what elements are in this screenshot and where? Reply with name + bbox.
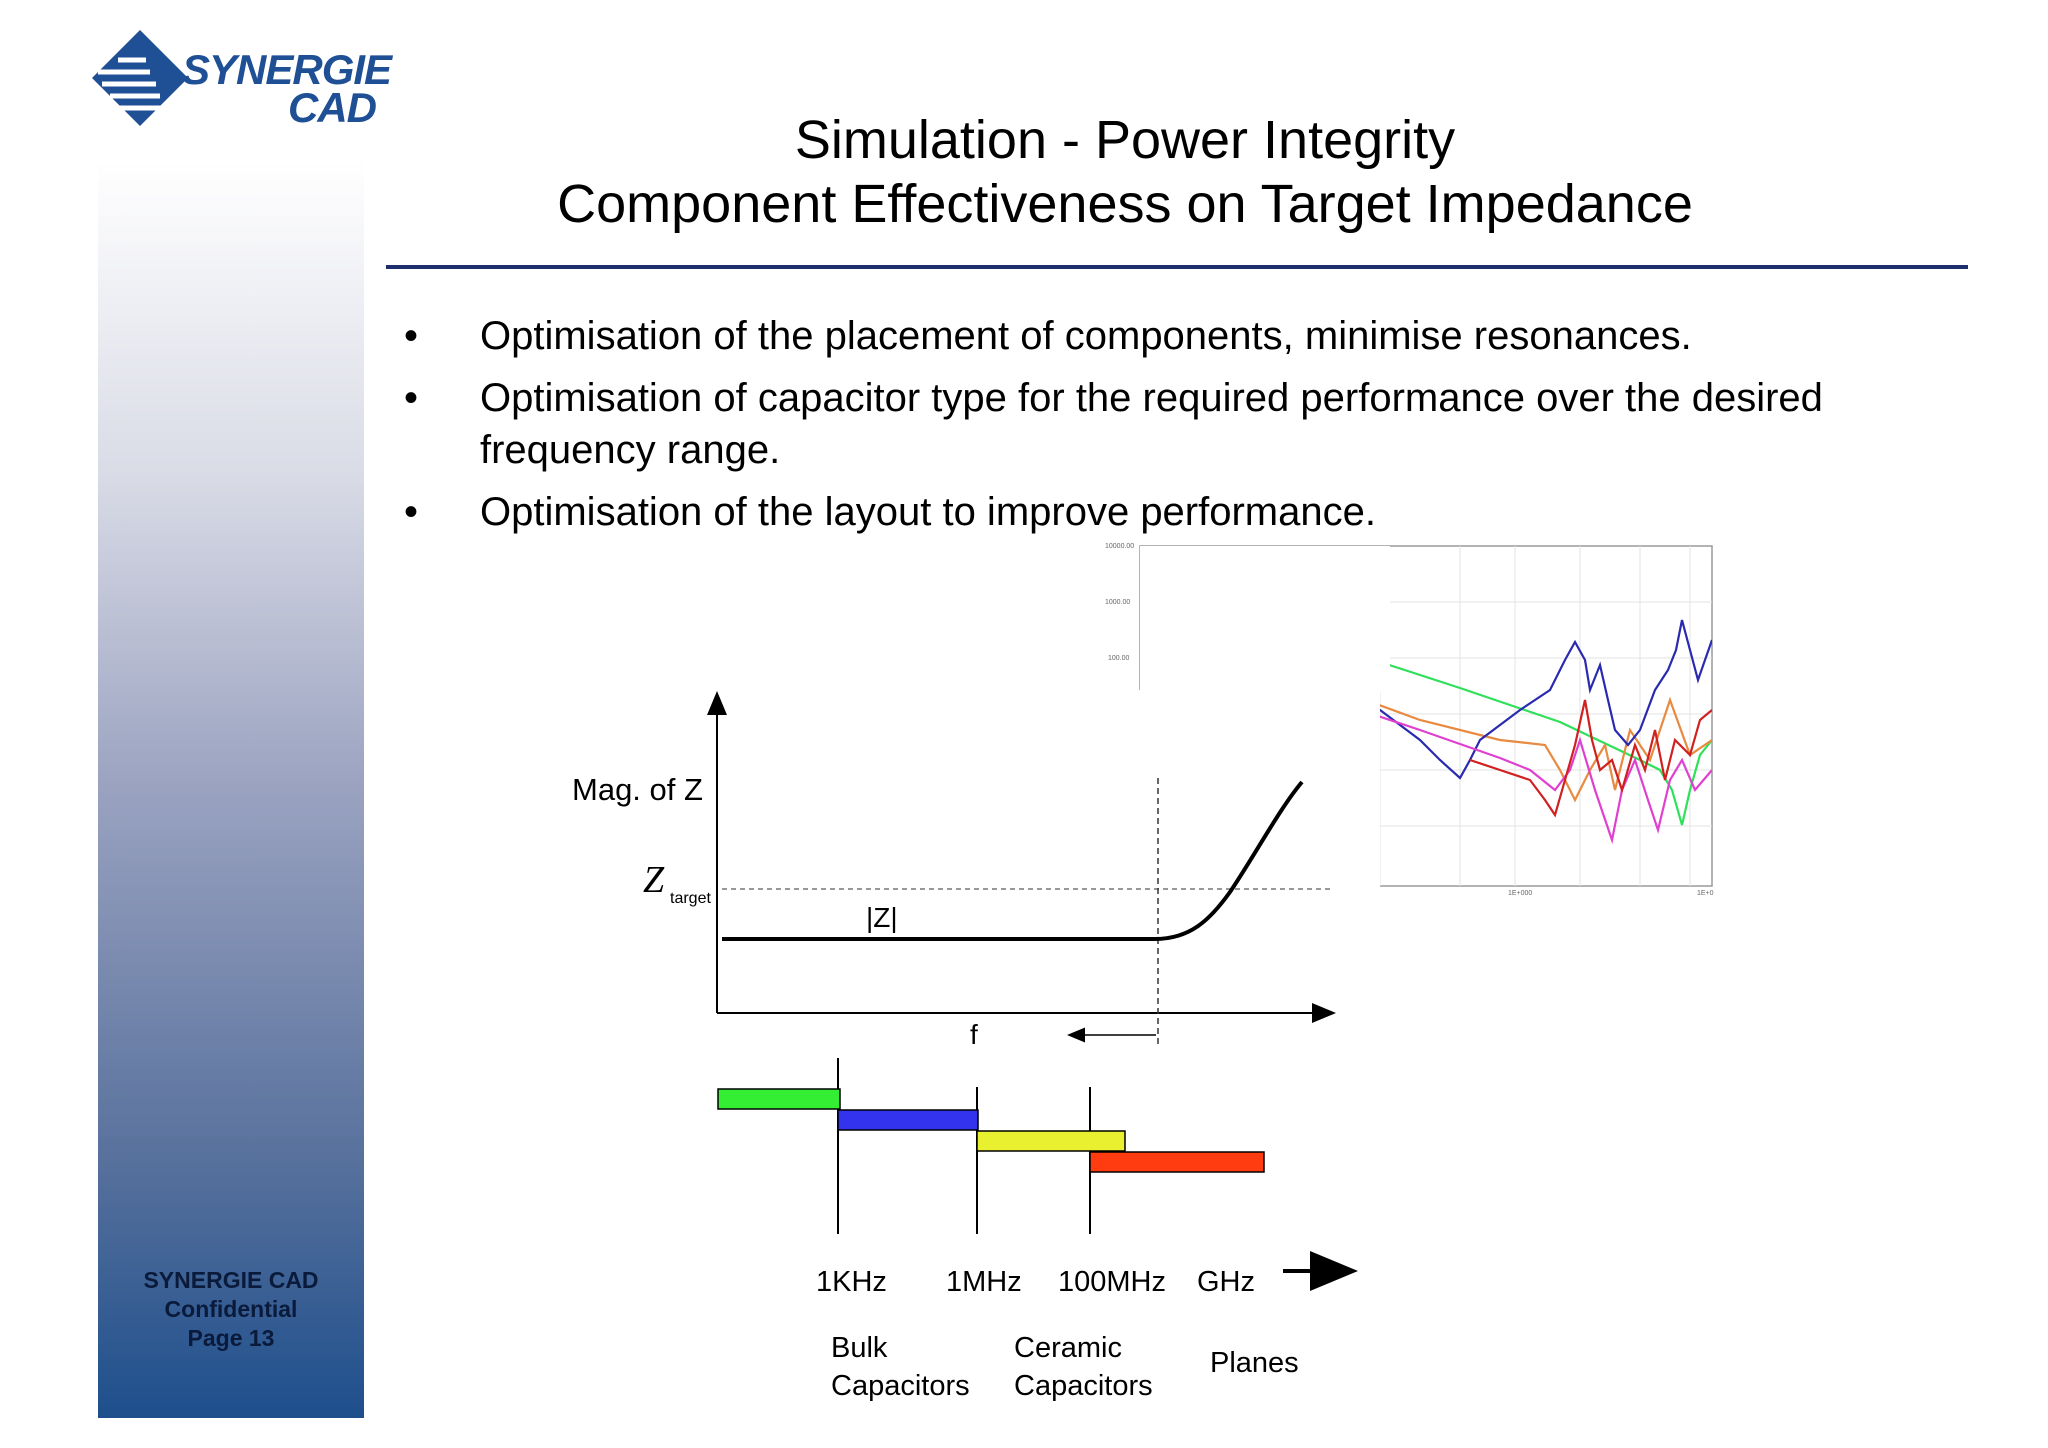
slide-title: Simulation - Power Integrity Component E… (420, 108, 1830, 236)
z-target-subscript: target (670, 890, 711, 907)
bullet-dot-icon: • (404, 490, 419, 534)
plot-series-red (1469, 699, 1712, 818)
group-bulk-line1: Bulk (831, 1332, 888, 1364)
group-planes-label: Planes (1210, 1347, 1299, 1379)
impedance-curve (722, 780, 1304, 941)
freq-tick-ghz: GHz (1197, 1266, 1255, 1298)
bullet-text: Optimisation of the placement of compone… (480, 314, 1692, 358)
impedance-plot-inset: 10000.00 1000.00 100.00 1E+000 1E+0 (1105, 543, 1714, 897)
bullet-dot-icon: • (404, 314, 419, 358)
footer-confidential: Confidential (164, 1296, 298, 1322)
footer-page-number: Page 13 (187, 1325, 275, 1351)
bullet-text: Optimisation of capacitor type for the r… (480, 376, 1823, 472)
frequency-bands: 1KHz 1MHz 100MHz GHz Bulk Capacitors Cer… (717, 1058, 1358, 1402)
bullet-text: Optimisation of the layout to improve pe… (480, 490, 1376, 534)
plot-inset-overlap (1140, 546, 1380, 692)
freq-tick-1mhz: 1MHz (946, 1266, 1022, 1298)
bullet-item: • Optimisation of the placement of compo… (400, 310, 1960, 362)
bullet-item: • Optimisation of capacitor type for the… (400, 372, 1960, 476)
footer-label: SYNERGIE CAD Confidential Page 13 (98, 1266, 364, 1353)
x-tick-label: 1E+0 (1697, 890, 1714, 897)
title-line-1: Simulation - Power Integrity (794, 110, 1456, 170)
footer-company: SYNERGIE CAD (143, 1267, 319, 1293)
x-axis-label: f (970, 1019, 978, 1050)
band-bar-green (717, 1088, 841, 1110)
band-bar-red (1089, 1151, 1265, 1173)
band-bar-yellow (976, 1130, 1126, 1152)
plot-inset-y-ticks: 10000.00 1000.00 100.00 (1105, 543, 1134, 662)
logo-diamond-icon (92, 30, 188, 126)
logo-text-cad: CAD (288, 84, 377, 131)
band-bar-blue (837, 1109, 979, 1131)
y-tick-label: 100.00 (1108, 655, 1130, 662)
y-tick-label: 10000.00 (1105, 543, 1134, 550)
bullet-list: • Optimisation of the placement of compo… (400, 310, 1960, 548)
title-divider (386, 265, 1968, 269)
logo-text-synergie: SYNERGIE (182, 46, 392, 93)
bullet-dot-icon: • (404, 376, 419, 420)
company-logo: SYNERGIE CAD (90, 28, 400, 138)
sidebar-gradient (98, 160, 364, 1418)
impedance-diagram: Mag. of Z Z target |Z| f (560, 690, 1380, 1050)
diagram-background (560, 690, 1380, 950)
plot-series-green (1140, 586, 1712, 826)
plot-inset-x-ticks: 1E+000 1E+0 (1508, 890, 1714, 897)
group-ceramic-line1: Ceramic (1014, 1332, 1122, 1364)
title-line-2: Component Effectiveness on Target Impeda… (557, 174, 1693, 234)
freq-tick-100mhz: 100MHz (1058, 1266, 1166, 1298)
group-bulk-line2: Capacitors (831, 1370, 970, 1402)
plot-series-magenta (1140, 642, 1712, 845)
y-tick-label: 1000.00 (1105, 599, 1130, 606)
plot-series-blue (1140, 619, 1712, 780)
curve-label: |Z| (866, 902, 898, 933)
freq-tick-1khz: 1KHz (816, 1266, 887, 1298)
z-target-symbol: Z (643, 859, 665, 901)
bullet-item: • Optimisation of the layout to improve … (400, 486, 1960, 538)
x-tick-label: 1E+000 (1508, 890, 1532, 897)
group-ceramic-line2: Capacitors (1014, 1370, 1153, 1402)
y-axis-label: Mag. of Z (572, 772, 703, 807)
